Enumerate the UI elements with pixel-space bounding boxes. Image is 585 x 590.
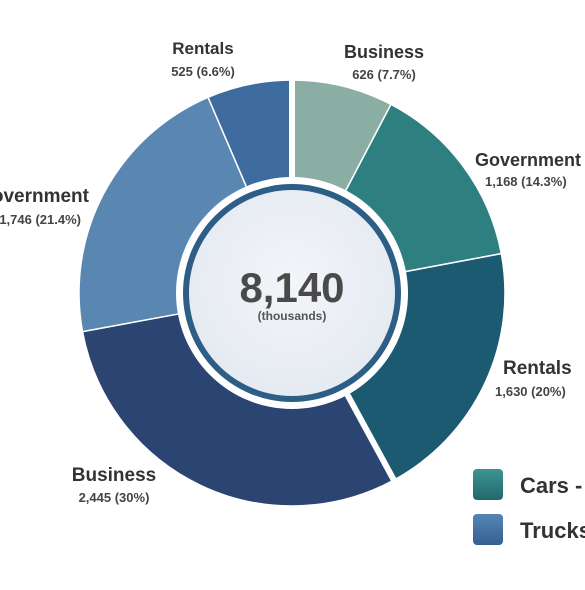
slice-label-trucks-government: Government: [0, 186, 90, 207]
slice-label-cars-government: Government: [475, 150, 581, 170]
labels-layer: Business 626 (7.7%) Government 1,168 (14…: [0, 39, 581, 505]
center-unit-label: (thousands): [258, 309, 327, 323]
legend-label-cars: Cars -: [520, 473, 582, 498]
slice-value-trucks-government: 1,746 (21.4%): [0, 212, 81, 227]
legend-item-cars: Cars -: [473, 469, 582, 500]
slice-value-cars-business: 626 (7.7%): [352, 67, 416, 82]
slice-value-cars-rentals: 1,630 (20%): [495, 384, 566, 399]
slice-value-trucks-business: 2,445 (30%): [79, 490, 150, 505]
legend: Cars - Trucks: [473, 469, 585, 545]
slice-label-trucks-rentals: Rentals: [172, 39, 233, 58]
legend-swatch-trucks: [473, 514, 503, 545]
legend-swatch-cars: [473, 469, 503, 500]
center-disc: [189, 190, 395, 396]
slice-label-cars-rentals: Rentals: [503, 358, 572, 379]
center-layer: 8,140 (thousands): [176, 177, 408, 409]
slice-label-cars-business: Business: [344, 42, 424, 62]
slice-value-cars-government: 1,168 (14.3%): [485, 174, 567, 189]
center-total-value: 8,140: [239, 264, 344, 311]
legend-label-trucks: Trucks: [520, 518, 585, 543]
slice-label-trucks-business: Business: [72, 465, 156, 486]
legend-item-trucks: Trucks: [473, 514, 585, 545]
slice-value-trucks-rentals: 525 (6.6%): [171, 64, 235, 79]
group-separator-bottom: [341, 386, 398, 484]
